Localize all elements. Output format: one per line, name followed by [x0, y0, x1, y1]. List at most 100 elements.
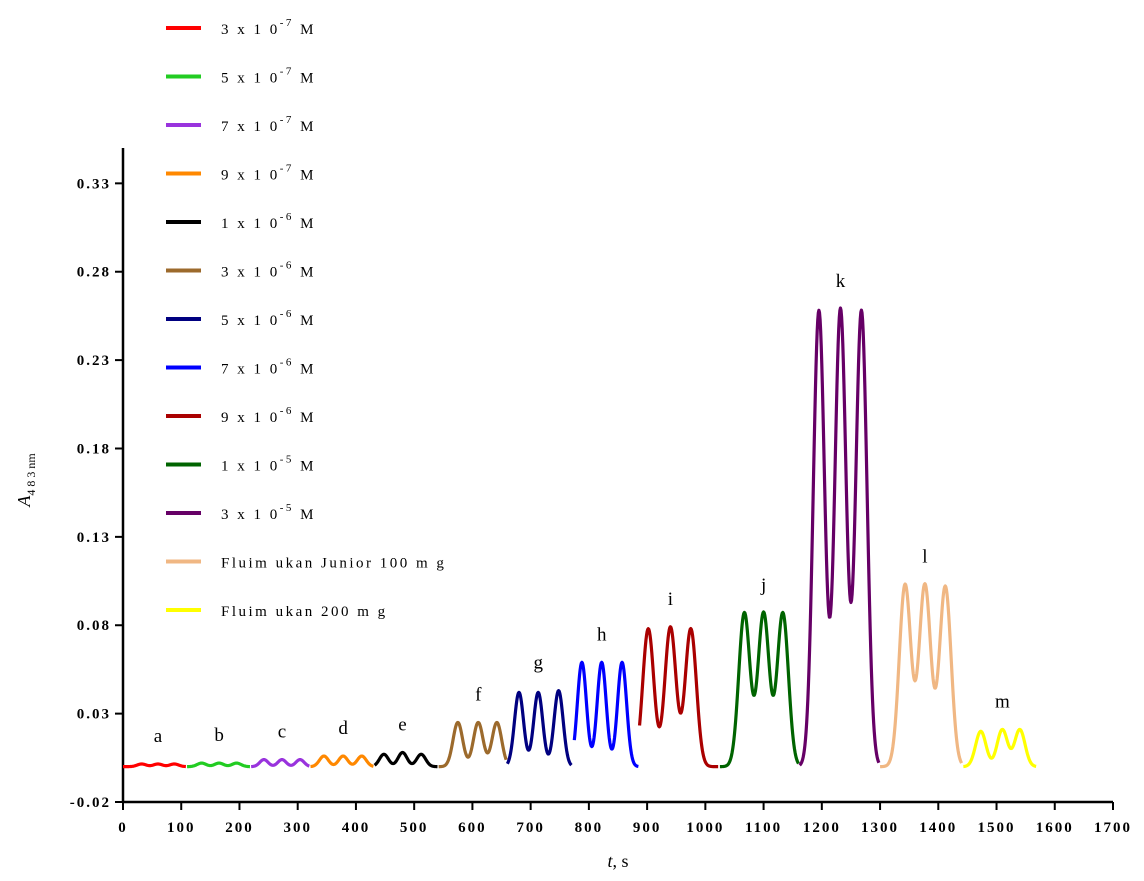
legend-exponent: -6 — [280, 260, 294, 272]
legend-unit: M — [294, 22, 316, 38]
legend-mantissa: 7 x 1 0 — [221, 119, 280, 135]
x-ticks: 0 100 200 300 400 500 600 700 800 900 1000 1100 1200… — [118, 802, 1132, 836]
x-tick-label: 100 — [167, 820, 196, 836]
legend-exponent: -6 — [280, 405, 294, 417]
legend-unit: M — [294, 459, 316, 475]
peak-label: d — [338, 718, 348, 739]
legend-label: 3 x 1 0-6 M — [221, 260, 316, 281]
y-tick-label: 0.28 — [77, 265, 111, 281]
x-tick-label: 600 — [458, 820, 487, 836]
legend-exponent: -6 — [280, 357, 294, 369]
x-tick-label: 700 — [516, 820, 545, 836]
series-line — [250, 757, 311, 769]
legend-exponent: -5 — [280, 502, 294, 514]
y-tick-label: 0.33 — [77, 176, 111, 192]
legend-mantissa: 3 x 1 0 — [221, 22, 280, 38]
legend-mantissa: 1 x 1 0 — [221, 459, 280, 475]
series-line — [373, 750, 439, 769]
x-tick-label: 1500 — [978, 820, 1016, 836]
x-axis-title-unit: , s — [613, 851, 629, 871]
legend: 3 x 1 0-7 M5 x 1 0-7 M7 x 1 0-7 M9 x 1 0… — [166, 17, 446, 620]
series-line — [309, 754, 375, 769]
series-line — [505, 689, 573, 767]
series-line — [718, 610, 800, 769]
x-tick-label: 800 — [575, 820, 604, 836]
legend-unit: M — [294, 265, 316, 281]
series-lines — [121, 306, 1038, 769]
y-tick-label: 0.18 — [77, 441, 111, 457]
legend-unit: M — [294, 410, 316, 426]
x-axis-title: t, s — [607, 851, 628, 871]
legend-exponent: -6 — [280, 211, 294, 223]
legend-label: 9 x 1 0-6 M — [221, 405, 316, 426]
x-tick-label: 1000 — [686, 820, 724, 836]
legend-mantissa: 3 x 1 0 — [221, 507, 280, 523]
x-tick-label: 1700 — [1094, 820, 1132, 836]
legend-label: Fluim ukan Junior 100 m g — [221, 556, 446, 572]
peak-label: j — [760, 575, 766, 596]
y-tick-label: 0.08 — [77, 618, 111, 634]
peak-label: l — [922, 547, 927, 568]
legend-label: 9 x 1 0-7 M — [221, 163, 316, 184]
y-axis-title-sub: 4 8 3 nm — [24, 453, 38, 496]
legend-mantissa: 7 x 1 0 — [221, 362, 280, 378]
legend-exponent: -7 — [280, 163, 294, 175]
x-tick-label: 900 — [633, 820, 662, 836]
legend-mantissa: 5 x 1 0 — [221, 71, 280, 87]
legend-unit: M — [294, 507, 316, 523]
legend-mantissa: 3 x 1 0 — [221, 265, 280, 281]
legend-exponent: -6 — [280, 308, 294, 320]
peak-label: c — [278, 722, 286, 743]
y-ticks: -0.02 0.03 0.08 0.13 0.18 0.23 0.28 0.33 — [70, 176, 123, 811]
x-tick-label: 1600 — [1036, 820, 1074, 836]
legend-mantissa: 1 x 1 0 — [221, 216, 280, 232]
x-tick-label: 1300 — [861, 820, 899, 836]
series-line — [879, 582, 964, 769]
x-tick-label: 500 — [400, 820, 429, 836]
legend-mantissa: 5 x 1 0 — [221, 313, 280, 329]
y-tick-label: 0.03 — [77, 707, 111, 723]
series-line — [121, 762, 187, 769]
x-tick-label: 400 — [342, 820, 371, 836]
peak-label: i — [668, 589, 673, 610]
peak-label: m — [995, 692, 1010, 713]
y-tick-label: 0.13 — [77, 530, 111, 546]
series-line — [437, 720, 508, 769]
x-tick-label: 300 — [283, 820, 312, 836]
x-tick-label: 200 — [225, 820, 254, 836]
legend-exponent: -7 — [280, 114, 294, 126]
legend-label: 1 x 1 0-6 M — [221, 211, 316, 232]
y-axis-title: A4 8 3 nm — [14, 453, 38, 508]
legend-unit: M — [294, 71, 316, 87]
y-tick-label: 0.23 — [77, 353, 111, 369]
peak-label: f — [475, 684, 482, 705]
legend-unit: M — [294, 362, 316, 378]
legend-mantissa: 9 x 1 0 — [221, 410, 280, 426]
x-tick-label: 0 — [118, 820, 128, 836]
peak-label: a — [154, 726, 163, 747]
x-tick-label: 1100 — [745, 820, 782, 836]
x-axis-title-var: t — [607, 851, 613, 871]
legend-label: Fluim ukan 200 m g — [221, 604, 388, 620]
legend-label: 1 x 1 0-5 M — [221, 454, 316, 475]
y-axis-title-symbol: A — [14, 495, 34, 508]
peak-label: b — [214, 725, 224, 746]
legend-unit: M — [294, 168, 316, 184]
legend-unit: M — [294, 216, 316, 232]
legend-label: 5 x 1 0-7 M — [221, 66, 316, 87]
series-line — [962, 727, 1038, 769]
peak-label: k — [836, 271, 846, 292]
series-line — [186, 761, 251, 769]
legend-mantissa: 9 x 1 0 — [221, 168, 280, 184]
peak-label: h — [597, 624, 607, 645]
series-line — [572, 660, 640, 769]
legend-label: 3 x 1 0-7 M — [221, 17, 316, 38]
series-line — [798, 306, 881, 767]
legend-label: 7 x 1 0-7 M — [221, 114, 316, 135]
x-tick-label: 1200 — [803, 820, 841, 836]
x-tick-label: 1400 — [919, 820, 957, 836]
legend-unit: M — [294, 313, 316, 329]
series-line — [637, 625, 720, 769]
peak-label: e — [398, 715, 406, 736]
